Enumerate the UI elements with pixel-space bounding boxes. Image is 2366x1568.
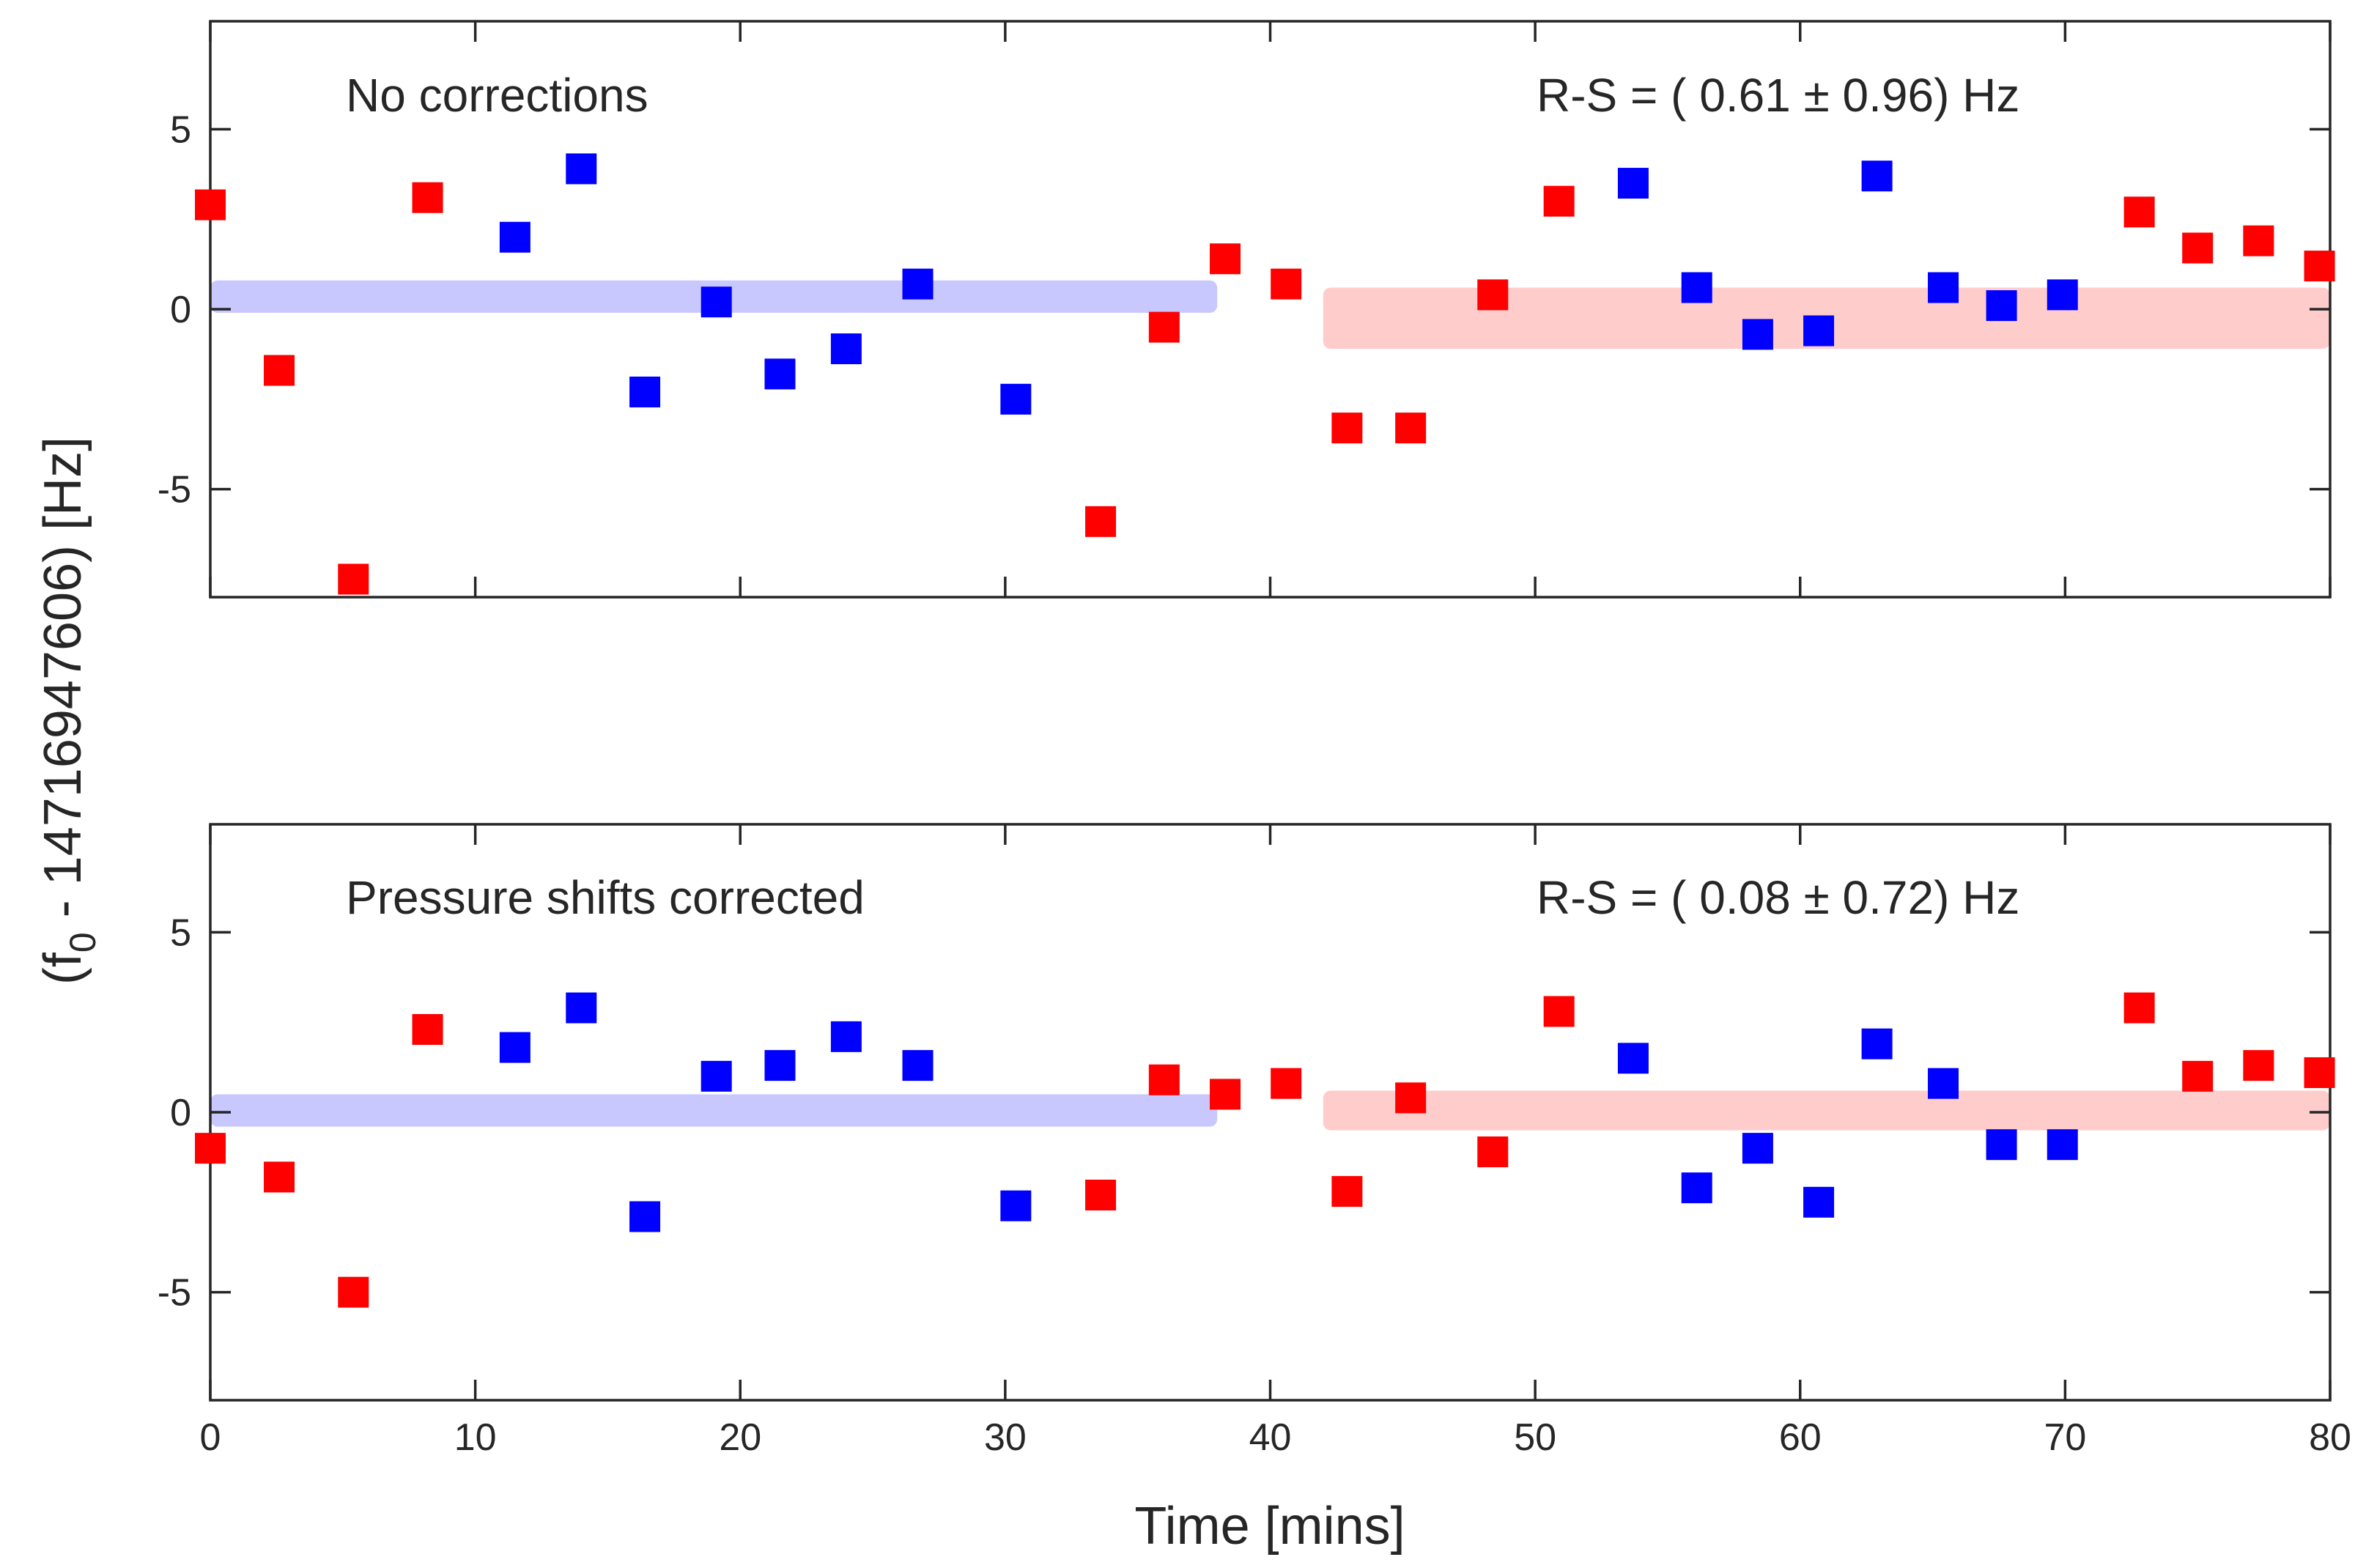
panel-top-series-1-point-15 [2243, 225, 2274, 256]
panel-top-series-1-point-8 [1271, 268, 1302, 300]
panel-top-series-1-point-16 [2304, 251, 2335, 282]
panel-bottom-series-1-point-3 [338, 1276, 369, 1308]
panel-top-annotation-right: R-S = ( 0.61 ± 0.96) Hz [1537, 69, 2019, 122]
panel-top-series-2-point-1 [499, 221, 530, 253]
panel-top-series-2-point-4 [700, 286, 732, 318]
panel-bottom-series-2-point-4 [700, 1060, 732, 1092]
x-axis-title: Time [mins] [1134, 1497, 1405, 1556]
panel-bottom-series-2-point-15 [1986, 1129, 2017, 1161]
panel-bottom-series-1-point-6 [1148, 1064, 1180, 1095]
panel-bottom-series-2-point-16 [2047, 1129, 2078, 1161]
panel-top-series-1-point-11 [1477, 279, 1509, 311]
panel-top-series-1-point-5 [1085, 506, 1117, 537]
panel-top-series-2-point-6 [830, 333, 862, 365]
panel-top-series-2-point-11 [1742, 319, 1773, 350]
panel-top-series-2-point-13 [1861, 160, 1893, 192]
panel-bottom-y-tick-label: -5 [158, 1272, 191, 1314]
panel-top-series-2-point-10 [1681, 272, 1712, 303]
panel-bottom-series-1-point-2 [264, 1161, 295, 1193]
x-tick-label: 30 [984, 1416, 1027, 1459]
x-tick-label: 80 [2309, 1416, 2351, 1459]
x-tick-label: 70 [2044, 1416, 2086, 1459]
y-axis-title-subscript: 0 [62, 932, 103, 953]
x-tick-label: 10 [454, 1416, 497, 1459]
x-tick-label: 20 [719, 1416, 761, 1459]
panel-bottom-series-1-point-9 [1331, 1176, 1363, 1208]
panel-top-series-2-point-8 [1000, 383, 1032, 415]
panel-top-series-1-point-3 [338, 563, 369, 595]
panel-bottom-annotation-left: Pressure shifts corrected [346, 871, 865, 924]
panel-top-series-1-point-1 [195, 189, 226, 221]
panel-bottom-series-2-point-9 [1617, 1043, 1649, 1074]
y-axis-title: (f0 - 14716947606) [Hz] [34, 437, 103, 985]
panel-bottom-series-1-point-13 [2123, 992, 2155, 1024]
panel-bottom-series-1-point-12 [1543, 996, 1575, 1027]
panel-top-series-1-point-10 [1395, 413, 1427, 444]
panel-top-series-2-point-14 [1928, 272, 1959, 303]
panel-bottom-series-2-point-5 [764, 1050, 796, 1081]
panel-bottom-y-tick-label: 0 [170, 1092, 191, 1134]
panel-top-series-1-point-2 [264, 355, 295, 386]
x-tick-label: 40 [1249, 1416, 1292, 1459]
panel-bottom-y-tick-label: 5 [170, 911, 191, 954]
panel-top-y-tick-label: 5 [170, 108, 191, 151]
panel-bottom-series-1-point-5 [1085, 1179, 1117, 1210]
panel-top-series-2-point-9 [1617, 168, 1649, 199]
panel-top-series-1-point-4 [412, 182, 443, 213]
panel-bottom-bands [210, 1090, 2330, 1131]
panel-bottom-series-1-point-14 [2182, 1060, 2214, 1092]
panel-bottom-series-1-point-4 [412, 1014, 443, 1046]
panel-top-series-1-point-12 [1543, 185, 1575, 217]
panel-bottom-series-2-point-11 [1742, 1133, 1773, 1164]
panel-bottom-points [195, 992, 2335, 1308]
panel-top-series-2-point-7 [902, 268, 934, 300]
panel-top-series-2-point-3 [629, 376, 661, 407]
panel-top-points [195, 153, 2335, 595]
y-axis-title-rest: - 14716947606) [Hz] [34, 437, 92, 932]
panel-bottom-series-2-point-8 [1000, 1190, 1032, 1221]
panel-top-annotation-left: No corrections [346, 69, 648, 122]
panel-bottom-series-2-point-6 [830, 1021, 862, 1052]
panel-top: 5 0 -5 No corrections R-S = ( 0.61 ± 0.96)… [158, 20, 2335, 599]
panel-bottom-series-1-point-15 [2243, 1050, 2274, 1081]
panel-top-y-tick-label: 0 [170, 289, 191, 331]
panel-bottom-band-1 [210, 1094, 1218, 1127]
y-axis-title-main: (f [34, 952, 92, 985]
panel-top-series-2-point-5 [764, 358, 796, 390]
panel-bottom-band-2 [1323, 1090, 2330, 1131]
panel-top-series-1-point-7 [1210, 243, 1241, 275]
panel-bottom-series-1-point-16 [2304, 1057, 2335, 1088]
panel-bottom-series-2-point-12 [1803, 1186, 1835, 1218]
x-tick-label: 60 [1779, 1416, 1822, 1459]
panel-top-series-2-point-15 [1986, 290, 2017, 322]
panel-bottom-series-2-point-10 [1681, 1172, 1712, 1204]
panel-top-ticks: 5 0 -5 [158, 21, 2332, 597]
panel-top-series-2-point-16 [2047, 279, 2078, 311]
panel-bottom-annotation-right: R-S = ( 0.08 ± 0.72) Hz [1537, 871, 2019, 924]
panel-bottom-series-1-point-10 [1395, 1082, 1427, 1114]
panel-bottom-series-2-point-7 [902, 1050, 934, 1081]
panel-bottom-series-1-point-1 [195, 1133, 226, 1164]
x-tick-label: 0 [200, 1416, 221, 1459]
panel-top-series-1-point-9 [1331, 413, 1363, 444]
panel-top-series-1-point-14 [2182, 232, 2214, 264]
panel-bottom-series-2-point-1 [499, 1032, 530, 1063]
panel-top-series-2-point-2 [566, 153, 597, 185]
panel-bottom-series-1-point-7 [1210, 1079, 1241, 1110]
panel-top-y-tick-label: -5 [158, 469, 191, 511]
panel-bottom-series-2-point-3 [629, 1201, 661, 1232]
panel-top-series-2-point-12 [1803, 315, 1835, 347]
panel-bottom-series-2-point-13 [1861, 1028, 1893, 1059]
panel-bottom-series-1-point-8 [1271, 1068, 1302, 1099]
panel-bottom-series-2-point-14 [1928, 1068, 1959, 1099]
panel-bottom-series-1-point-11 [1477, 1136, 1509, 1168]
panel-bottom-series-2-point-2 [566, 992, 597, 1024]
panel-top-series-1-point-13 [2123, 196, 2155, 228]
panel-top-series-1-point-6 [1148, 311, 1180, 343]
x-tick-label: 50 [1514, 1416, 1556, 1459]
